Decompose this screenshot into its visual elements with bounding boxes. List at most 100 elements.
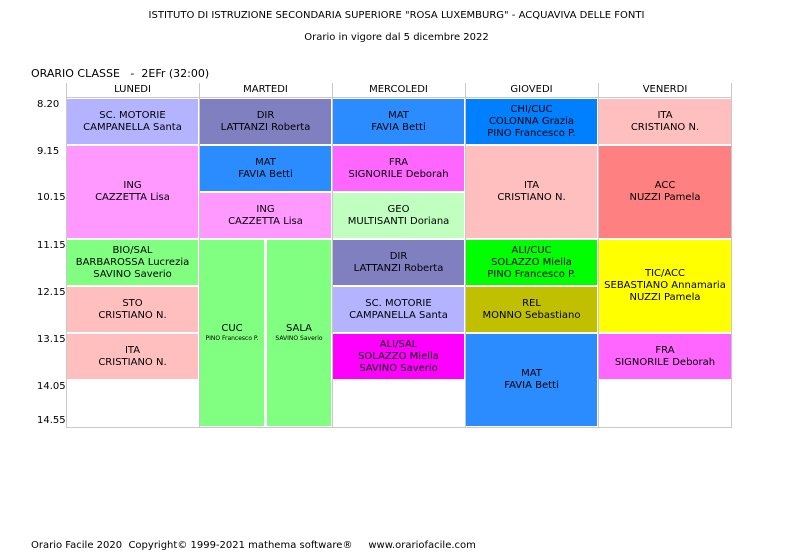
lesson-teacher-2: PINO Francesco P. (487, 127, 576, 139)
lesson-teacher: NUZZI Pamela (629, 192, 701, 203)
grid-line (465, 83, 466, 428)
lesson-teacher: CRISTIANO N. (630, 121, 700, 133)
lesson-teacher: CAMPANELLA Santa (83, 121, 182, 133)
lesson-cell: BIO/SAL BARBAROSSA Lucrezia SAVINO Saver… (67, 240, 198, 285)
time-label: 11.15 (37, 240, 66, 251)
lesson-subject: CHI/CUC (510, 103, 553, 115)
lesson-teacher: CRISTIANO N. (497, 192, 566, 203)
grid-line (598, 83, 599, 428)
lesson-subject: SALA (285, 323, 312, 334)
lesson-cell: TIC/ACC SEBASTIANO Annamaria NUZZI Pamel… (599, 240, 731, 332)
lesson-cell: CHI/CUC COLONNA Grazia PINO Francesco P. (466, 99, 597, 144)
day-header-tuesday: MARTEDI (243, 84, 288, 95)
lesson-cell: DIR LATTANZI Roberta (333, 240, 464, 285)
lesson-teacher-2: SAVINO Saverio (93, 268, 172, 280)
time-label: 12.15 (37, 287, 66, 298)
time-label: 8.20 (37, 99, 60, 110)
lesson-teacher-2: NUZZI Pamela (629, 292, 701, 303)
lesson-cell: SALA SAVINO Saverio (267, 240, 331, 426)
grid-line (66, 427, 732, 428)
lesson-cell: GEO MULTISANTI Doriana (333, 193, 464, 238)
lesson-teacher: PINO Francesco P. (205, 335, 259, 342)
lesson-subject: TIC/ACC (644, 268, 686, 279)
lesson-cell: DIR LATTANZI Roberta (200, 99, 331, 144)
lesson-subject: SC. MOTORIE (99, 109, 166, 121)
lesson-subject: REL (522, 297, 541, 309)
grid-line (731, 83, 732, 428)
lesson-teacher: FAVIA Betti (371, 121, 426, 133)
lesson-cell: ACC NUZZI Pamela (599, 146, 731, 238)
lesson-cell: ITA CRISTIANO N. (67, 334, 198, 379)
lesson-teacher: SEBASTIANO Annamaria (604, 280, 726, 291)
day-header-thursday: GIOVEDI (510, 84, 553, 95)
lesson-subject: ALI/CUC (511, 244, 552, 256)
lesson-cell: MAT FAVIA Betti (200, 146, 331, 191)
time-label: 9.15 (37, 146, 60, 157)
lesson-teacher-2: PINO Francesco P. (487, 268, 576, 280)
lesson-subject: FRA (388, 156, 409, 168)
lesson-cell: ALI/SAL SOLAZZO Miella SAVINO Saverio (333, 334, 464, 379)
lesson-subject: BIO/SAL (112, 244, 153, 256)
lesson-teacher: SIGNORILE Deborah (348, 168, 449, 180)
lesson-teacher: MULTISANTI Doriana (347, 215, 450, 227)
class-label: ORARIO CLASSE - 2EFr (32:00) (31, 67, 210, 80)
grid-line (199, 83, 200, 428)
lesson-cell: MAT FAVIA Betti (333, 99, 464, 144)
time-label: 13.15 (37, 334, 66, 345)
lesson-cell: FRA SIGNORILE Deborah (599, 334, 731, 379)
lesson-subject: GEO (387, 203, 410, 215)
lesson-cell: CUC PINO Francesco P. (200, 240, 264, 426)
lesson-teacher: LATTANZI Roberta (220, 121, 311, 133)
lesson-teacher: MONNO Sebastiano (482, 309, 581, 321)
lesson-cell: ING CAZZETTA Lisa (67, 146, 198, 238)
lesson-teacher: COLONNA Grazia (488, 115, 575, 127)
day-header-wednesday: MERCOLEDI (369, 84, 428, 95)
lesson-subject: ING (123, 180, 142, 191)
lesson-subject: MAT (521, 368, 542, 379)
lesson-cell: ITA CRISTIANO N. (466, 146, 597, 238)
lesson-cell: REL MONNO Sebastiano (466, 287, 597, 332)
schedule-subtitle: Orario in vigore dal 5 dicembre 2022 (304, 32, 489, 43)
lesson-subject: CUC (221, 323, 243, 334)
school-title: ISTITUTO DI ISTRUZIONE SECONDARIA SUPERI… (148, 10, 645, 21)
footer-copyright: Orario Facile 2020 Copyright© 1999-2021 … (31, 540, 476, 551)
lesson-teacher: CAZZETTA Lisa (228, 215, 303, 227)
lesson-cell: MAT FAVIA Betti (466, 334, 597, 426)
lesson-teacher: SAVINO Saverio (275, 335, 323, 342)
time-label: 10.15 (37, 192, 66, 203)
lesson-subject: ALI/SAL (379, 338, 418, 350)
lesson-teacher: CRISTIANO N. (98, 356, 167, 368)
lesson-subject: ITA (124, 344, 141, 356)
lesson-teacher-2: SAVINO Saverio (359, 362, 438, 374)
lesson-subject: ING (256, 203, 275, 215)
lesson-subject: ITA (657, 109, 673, 121)
lesson-subject: ITA (523, 180, 540, 191)
lesson-cell: SC. MOTORIE CAMPANELLA Santa (67, 99, 198, 144)
lesson-teacher: SIGNORILE Deborah (614, 356, 716, 368)
lesson-teacher: CAMPANELLA Santa (349, 309, 448, 321)
grid-line (332, 83, 333, 428)
lesson-subject: SC. MOTORIE (365, 297, 432, 309)
lesson-teacher: BARBAROSSA Lucrezia (75, 256, 190, 268)
lesson-subject: DIR (389, 250, 408, 262)
time-label: 14.05 (37, 381, 66, 392)
lesson-subject: STO (122, 297, 143, 309)
lesson-teacher: SOLAZZO Miella (358, 350, 439, 362)
lesson-teacher: FAVIA Betti (504, 380, 559, 391)
grid-line (66, 83, 67, 428)
lesson-teacher: LATTANZI Roberta (353, 262, 444, 274)
day-header-monday: LUNEDI (114, 84, 151, 95)
lesson-teacher: SOLAZZO Miella (491, 256, 572, 268)
grid-line (66, 97, 732, 98)
lesson-teacher: CAZZETTA Lisa (95, 192, 170, 203)
lesson-subject: FRA (655, 344, 675, 356)
lesson-cell: STO CRISTIANO N. (67, 287, 198, 332)
lesson-cell: ING CAZZETTA Lisa (200, 193, 331, 238)
lesson-teacher: CRISTIANO N. (98, 309, 167, 321)
lesson-subject: MAT (255, 156, 276, 168)
lesson-subject: MAT (388, 109, 409, 121)
lesson-subject: ACC (654, 180, 676, 191)
day-header-friday: VENERDI (642, 84, 688, 95)
lesson-cell: SC. MOTORIE CAMPANELLA Santa (333, 287, 464, 332)
